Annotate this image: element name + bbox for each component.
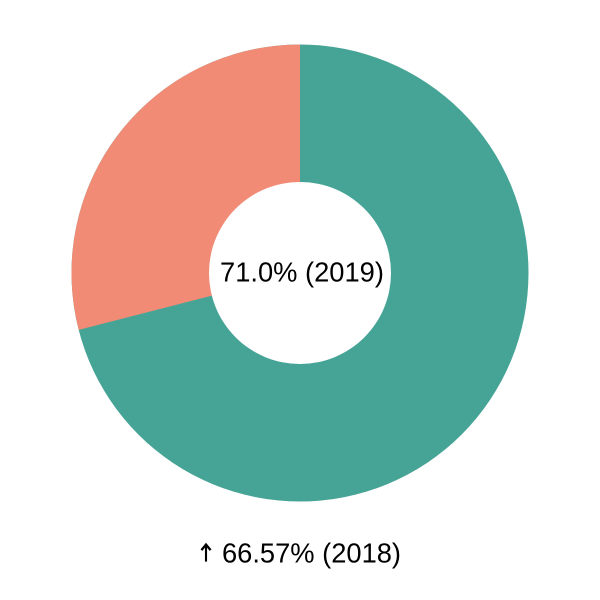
svg-text:71.0% (2019): 71.0% (2019) (220, 257, 384, 288)
svg-text:66.57% (2018): 66.57% (2018) (222, 537, 401, 568)
